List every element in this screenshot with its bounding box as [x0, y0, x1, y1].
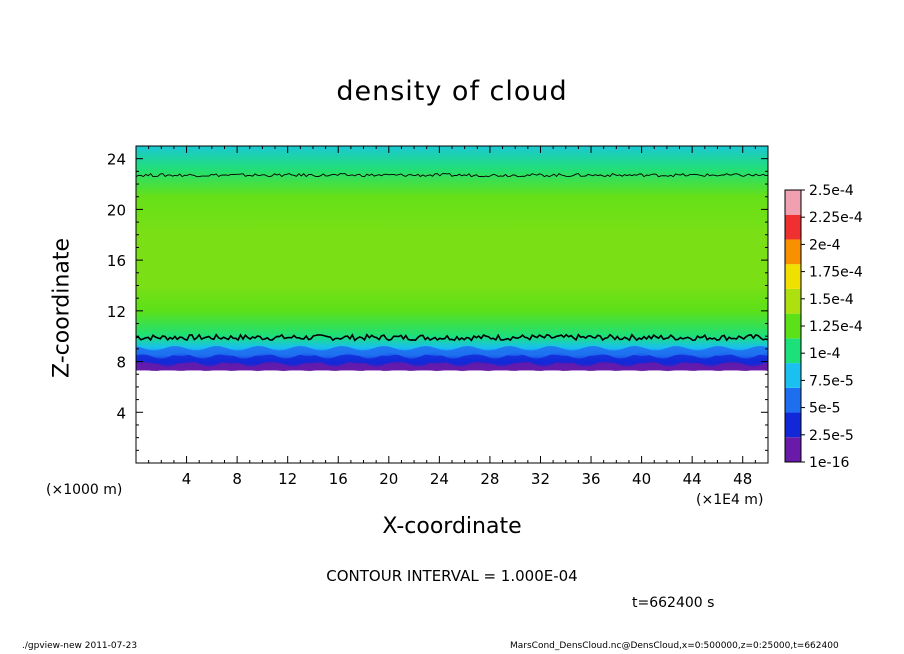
chart-title: density of cloud	[336, 76, 568, 107]
x-scale-label: (×1E4 m)	[696, 492, 764, 508]
time-label: t=662400 s	[632, 595, 715, 611]
colorbar-swatch	[785, 239, 801, 265]
contour-line-0	[135, 333, 769, 342]
plot-area	[136, 146, 768, 463]
y-tick-label: 16	[107, 252, 126, 270]
x-tick-label: 28	[480, 470, 499, 488]
x-tick-label: 16	[329, 470, 348, 488]
contour-interval-text: CONTOUR INTERVAL = 1.000E-04	[326, 567, 578, 585]
x-tick-label: 12	[278, 470, 297, 488]
colorbar-label: 2e-4	[809, 237, 841, 253]
colorbar-label: 7.5e-5	[809, 373, 854, 389]
x-tick-label: 36	[581, 470, 600, 488]
x-axis: 4 8 12 16 20 24 28 32 36 40 44 48	[135, 146, 769, 488]
y-tick-label: 4	[116, 404, 126, 422]
colorbar-label: 1e-16	[809, 455, 849, 471]
colorbar-swatch	[785, 437, 801, 462]
colorbar-swatch	[785, 214, 801, 240]
colorbar-swatch	[785, 264, 801, 289]
x-tick-label: 24	[430, 470, 449, 488]
y-axis: 4 8 12 16 20 24	[107, 145, 768, 464]
y-tick-label: 8	[116, 354, 126, 372]
colorbar-swatch	[785, 288, 801, 314]
density-field	[136, 146, 768, 371]
y-axis-label: Z-coordinate	[49, 238, 75, 378]
y-tick-label: 12	[107, 303, 126, 321]
x-tick-label: 40	[632, 470, 651, 488]
density-band-1	[136, 353, 768, 364]
density-band-2	[136, 346, 768, 356]
colorbar-label: 1.75e-4	[809, 265, 863, 281]
colorbar: 1e-16 2.5e-5 5e-5 7.5e-5 1e-4 1.25e-4 1.5e-4 1.…	[784, 183, 863, 471]
colorbar-label: 1e-4	[809, 346, 841, 362]
x-tick-label: 44	[683, 470, 702, 488]
x-axis-label: X-coordinate	[382, 514, 522, 539]
contour-lines	[135, 173, 769, 342]
footer-left: ./gpview-new 2011-07-23	[22, 641, 138, 651]
x-tick-label: 8	[232, 470, 242, 488]
x-tick-label: 48	[733, 470, 752, 488]
colorbar-swatch	[785, 338, 801, 364]
colorbar-swatch	[785, 313, 801, 339]
colorbar-label: 2.5e-5	[809, 428, 854, 444]
colorbar-label: 1.25e-4	[809, 319, 863, 335]
colorbar-label: 5e-5	[809, 401, 840, 417]
colorbar-swatch	[785, 412, 801, 438]
x-tick-label: 20	[379, 470, 398, 488]
x-tick-label: 4	[182, 470, 192, 488]
colorbar-swatch	[785, 387, 801, 413]
colorbar-label: 1.5e-4	[809, 292, 854, 308]
footer-right: MarsCond_DensCloud.nc@DensCloud,x=0:5000…	[510, 641, 839, 651]
contour-line-1	[135, 173, 769, 178]
x-tick-label: 32	[531, 470, 550, 488]
colorbar-swatch	[785, 363, 801, 388]
colorbar-label: 2.5e-4	[809, 183, 854, 199]
density-band-0	[136, 360, 768, 372]
y-tick-label: 20	[107, 201, 126, 219]
y-tick-label: 24	[107, 151, 126, 169]
colorbar-label: 2.25e-4	[809, 210, 863, 226]
x-unit-label: (×1000 m)	[46, 482, 123, 498]
colorbar-swatch	[785, 190, 801, 215]
